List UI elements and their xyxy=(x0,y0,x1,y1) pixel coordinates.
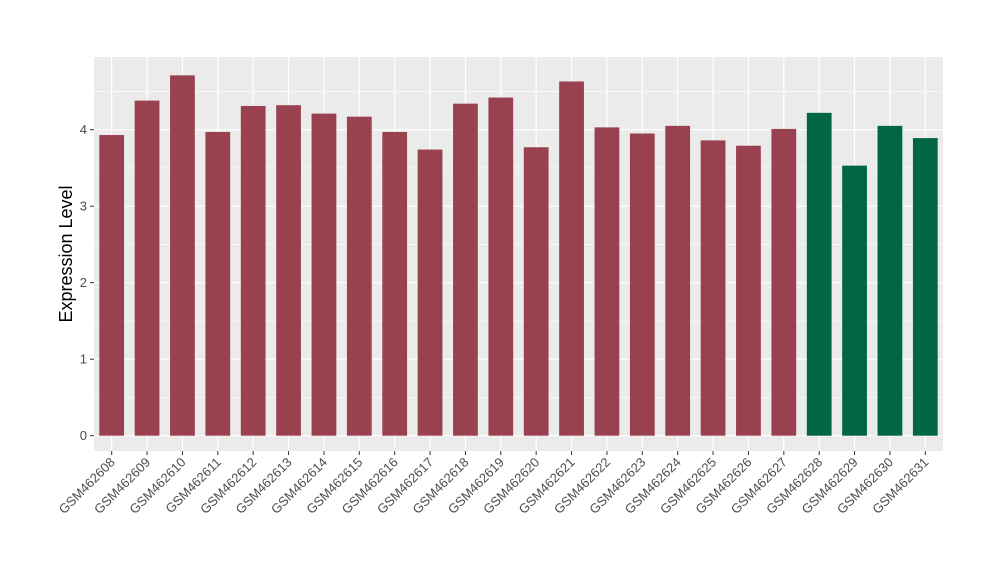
bar-GSM462625 xyxy=(700,140,726,436)
bar-GSM462629 xyxy=(842,165,867,436)
y-tick-label: 4 xyxy=(80,122,87,137)
bar-GSM462612 xyxy=(240,105,266,436)
y-axis: 0 1 2 3 4 xyxy=(80,122,94,443)
bar-GSM462618 xyxy=(453,103,478,436)
bar-GSM462615 xyxy=(346,116,372,436)
y-tick-label: 0 xyxy=(80,428,87,443)
bar-GSM462613 xyxy=(276,105,301,436)
y-tick-label: 2 xyxy=(80,275,87,290)
bar-GSM462628 xyxy=(806,112,832,436)
plot-panel xyxy=(94,57,943,451)
minor-gridlines xyxy=(94,91,943,398)
y-tick-label: 3 xyxy=(80,199,87,214)
y-axis-title: Expression Level xyxy=(56,185,76,322)
bar-GSM462626 xyxy=(736,145,761,436)
bar-GSM462608 xyxy=(99,135,125,436)
bar-GSM462622 xyxy=(594,127,620,436)
y-tick-label: 1 xyxy=(80,352,87,367)
bar-GSM462631 xyxy=(912,138,938,436)
bar-GSM462624 xyxy=(665,125,691,436)
bar-GSM462609 xyxy=(134,100,160,436)
bar-GSM462614 xyxy=(311,113,337,436)
bar-GSM462623 xyxy=(629,133,655,436)
bar-GSM462627 xyxy=(771,128,797,436)
bar-GSM462616 xyxy=(382,131,408,436)
bar-GSM462611 xyxy=(205,131,231,436)
bar-GSM462619 xyxy=(488,97,514,436)
bar-GSM462630 xyxy=(877,125,903,436)
bar-GSM462621 xyxy=(559,81,584,436)
bars xyxy=(99,75,938,436)
bar-GSM462617 xyxy=(417,149,443,436)
x-axis: GSM462608GSM462609GSM462610GSM462611GSM4… xyxy=(56,451,931,517)
bar-GSM462610 xyxy=(170,75,195,436)
bar-GSM462620 xyxy=(523,147,549,436)
